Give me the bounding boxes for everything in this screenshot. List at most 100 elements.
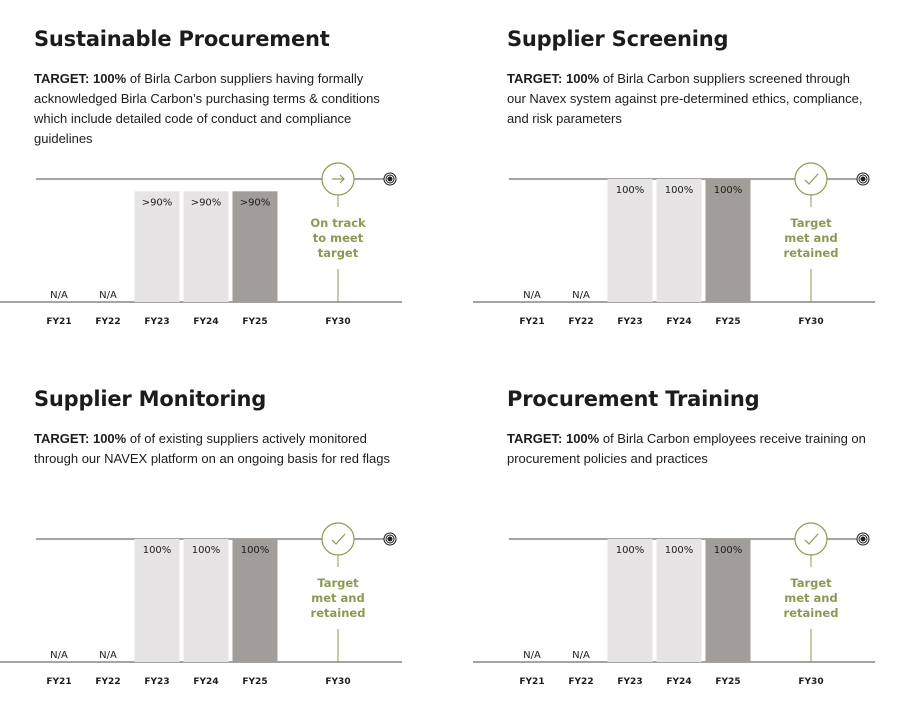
panel-supplier-monitoring: Supplier Monitoring TARGET: 100% of of e… [0, 387, 434, 707]
x-tick-label: FY22 [95, 677, 120, 687]
chart-supplier-monitoring: N/A FY21 N/A FY22 100% FY23 100% FY24 100% FY25 FY… [0, 522, 402, 687]
status-text: Target [790, 576, 832, 590]
bar-value-label: 100% [665, 545, 694, 556]
bar-fy23 [134, 539, 180, 662]
bar-value-label: 100% [143, 545, 172, 556]
status-text: retained [311, 606, 366, 620]
target-label: TARGET: 100% [507, 71, 600, 86]
bar-value-label: 100% [714, 545, 743, 556]
status-text: On track [310, 216, 366, 230]
x-tick-label: FY23 [144, 677, 169, 687]
bar-fy24 [183, 191, 229, 302]
x-tick-label: FY23 [144, 317, 169, 327]
x-tick-label: FY25 [242, 317, 267, 327]
x-tick-label: FY24 [193, 677, 218, 687]
chart-supplier-screening: N/A FY21 N/A FY22 100% FY23 100% FY24 100% FY25 FY… [473, 162, 875, 327]
status-text: met and [311, 591, 364, 605]
status-text: met and [784, 591, 837, 605]
target-text: of Birla Carbon suppliers having formall… [34, 71, 380, 146]
bar-value-label: >90% [191, 197, 222, 208]
na-label: N/A [523, 650, 541, 661]
status-text: met and [784, 231, 837, 245]
target-icon [383, 532, 397, 546]
x-tick-label: FY21 [46, 677, 71, 687]
x-tick-label: FY23 [617, 317, 642, 327]
target-text: of Birla Carbon employees receive traini… [507, 431, 866, 466]
bar-value-label: 100% [616, 185, 645, 196]
x-tick-label: FY24 [666, 317, 691, 327]
bar-value-label: >90% [240, 197, 271, 208]
status-circle [321, 522, 355, 556]
status-text: Target [317, 576, 359, 590]
na-label: N/A [50, 650, 68, 661]
status-text: target [318, 246, 359, 260]
target-description: TARGET: 100% of of existing suppliers ac… [34, 429, 394, 469]
target-description: TARGET: 100% of Birla Carbon suppliers h… [34, 69, 394, 149]
panel-title: Procurement Training [507, 387, 760, 411]
x-tick-label: FY21 [46, 317, 71, 327]
bar-fy23 [134, 191, 180, 302]
bar-fy25 [232, 191, 278, 302]
bar-value-label: 100% [714, 185, 743, 196]
status-circle [794, 162, 828, 196]
target-description: TARGET: 100% of Birla Carbon suppliers s… [507, 69, 867, 129]
panel-title: Supplier Screening [507, 27, 729, 51]
x-tick-label: FY21 [519, 317, 544, 327]
checkmark-icon [804, 173, 819, 185]
x-tick-label: FY25 [715, 677, 740, 687]
bar-fy25 [705, 179, 751, 302]
x-tick-label: FY30 [325, 317, 350, 327]
arrow-right-icon [332, 174, 345, 184]
x-tick-label: FY30 [325, 677, 350, 687]
bar-value-label: 100% [241, 545, 270, 556]
target-text: of Birla Carbon suppliers screened throu… [507, 71, 863, 126]
status-text: retained [784, 246, 839, 260]
x-tick-label: FY22 [568, 317, 593, 327]
na-label: N/A [572, 290, 590, 301]
na-label: N/A [523, 290, 541, 301]
panel-procurement-training: Procurement Training TARGET: 100% of Bir… [473, 387, 902, 707]
target-label: TARGET: 100% [34, 71, 127, 86]
bar-fy25 [705, 539, 751, 662]
x-tick-label: FY30 [798, 317, 823, 327]
checkmark-icon [331, 533, 346, 545]
target-label: TARGET: 100% [34, 431, 127, 446]
bar-fy25 [232, 539, 278, 662]
bar-value-label: 100% [665, 185, 694, 196]
x-tick-label: FY22 [95, 317, 120, 327]
chart-sustainable-procurement: N/A FY21 N/A FY22 >90% FY23 >90% FY24 >90% FY25 FY… [0, 162, 402, 327]
na-label: N/A [572, 650, 590, 661]
status-text: to meet [313, 231, 364, 245]
status-circle [794, 522, 828, 556]
target-label: TARGET: 100% [507, 431, 600, 446]
target-text: of of existing suppliers actively monito… [34, 431, 391, 466]
target-icon [856, 532, 870, 546]
bar-fy24 [656, 539, 702, 662]
bar-fy23 [607, 179, 653, 302]
bar-value-label: >90% [142, 197, 173, 208]
x-tick-label: FY22 [568, 677, 593, 687]
status-text: Target [790, 216, 832, 230]
x-tick-label: FY30 [798, 677, 823, 687]
panel-sustainable-procurement: Sustainable Procurement TARGET: 100% of … [0, 27, 434, 347]
bar-fy24 [656, 179, 702, 302]
x-tick-label: FY24 [193, 317, 218, 327]
x-tick-label: FY25 [242, 677, 267, 687]
checkmark-icon [804, 533, 819, 545]
x-tick-label: FY24 [666, 677, 691, 687]
x-tick-label: FY25 [715, 317, 740, 327]
target-description: TARGET: 100% of Birla Carbon employees r… [507, 429, 867, 469]
na-label: N/A [99, 650, 117, 661]
panel-supplier-screening: Supplier Screening TARGET: 100% of Birla… [473, 27, 902, 347]
bar-fy24 [183, 539, 229, 662]
target-icon [383, 172, 397, 186]
x-tick-label: FY21 [519, 677, 544, 687]
x-tick-label: FY23 [617, 677, 642, 687]
na-label: N/A [99, 290, 117, 301]
bar-value-label: 100% [616, 545, 645, 556]
panel-title: Sustainable Procurement [34, 27, 330, 51]
status-text: retained [784, 606, 839, 620]
target-icon [856, 172, 870, 186]
bar-fy23 [607, 539, 653, 662]
panel-title: Supplier Monitoring [34, 387, 267, 411]
